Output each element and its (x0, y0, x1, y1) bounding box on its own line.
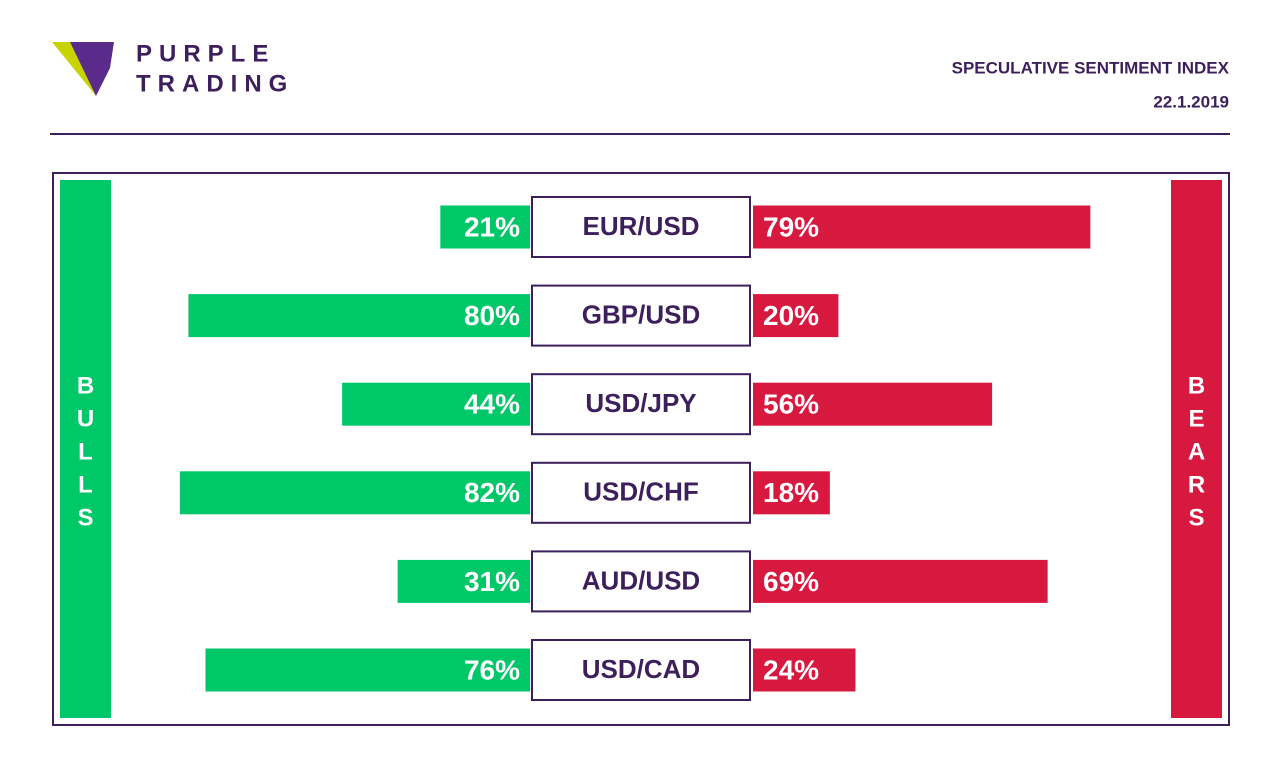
bear-label: 79% (763, 211, 819, 242)
bull-bar (342, 382, 530, 426)
bear-label: 69% (763, 566, 819, 597)
bear-bar (753, 648, 856, 692)
bear-bar (753, 294, 839, 338)
category-box (531, 373, 751, 436)
category-box (531, 550, 751, 613)
bear-bar (753, 471, 830, 515)
legend-label: BULLS (72, 373, 99, 538)
bull-label: 44% (464, 389, 520, 420)
category-label: USD/CHF (583, 477, 699, 507)
bull-label: 76% (464, 654, 520, 685)
bear-label: 24% (763, 654, 819, 685)
bull-bar (188, 294, 530, 338)
category-label: EUR/USD (582, 211, 699, 241)
legend-label: BEARS (1183, 373, 1210, 538)
bear-label: 56% (763, 389, 819, 420)
bear-label: 20% (763, 300, 819, 331)
logo-text: TRADING (136, 70, 294, 97)
frame (52, 172, 1230, 726)
bull-label: 21% (464, 211, 520, 242)
date: 22.1.2019 (1153, 92, 1229, 111)
bear-bar (753, 205, 1091, 249)
legend-bar (1171, 180, 1222, 718)
category-label: USD/CAD (582, 654, 700, 684)
category-label: USD/JPY (585, 388, 696, 418)
logo-text: PURPLE (136, 40, 275, 67)
bull-bar (440, 205, 530, 249)
bull-label: 80% (464, 300, 520, 331)
logo-mark (70, 42, 114, 96)
category-box (531, 461, 751, 524)
category-box (531, 639, 751, 701)
bull-bar (179, 471, 531, 515)
bear-label: 18% (763, 477, 819, 508)
bull-bar (397, 559, 530, 603)
bear-bar (753, 382, 993, 426)
category-box (531, 284, 751, 347)
bull-bar (205, 648, 531, 692)
category-label: GBP/USD (582, 299, 700, 329)
bull-label: 31% (464, 566, 520, 597)
category-label: AUD/USD (582, 565, 700, 595)
legend-bar (60, 180, 111, 718)
bull-label: 82% (464, 477, 520, 508)
category-box (531, 196, 751, 258)
bear-bar (753, 559, 1048, 603)
title: SPECULATIVE SENTIMENT INDEX (952, 58, 1230, 77)
